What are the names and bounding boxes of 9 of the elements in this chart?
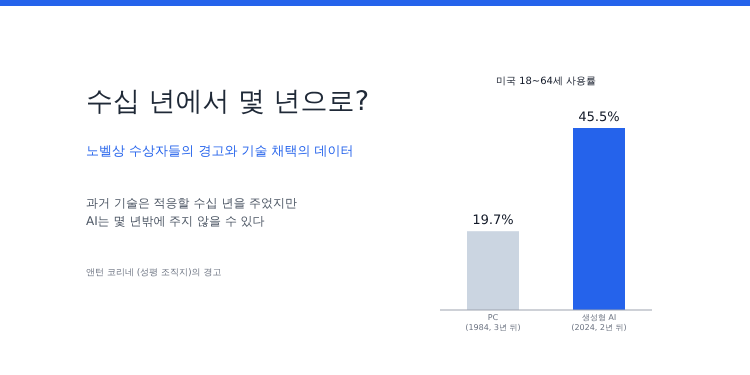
data-label: 45.5% [578, 110, 620, 125]
x-tick-label: 생성형 AI (2024, 2년 뒤) [571, 313, 627, 332]
x-tick-label: PC (1984, 3년 뒤) [465, 313, 521, 332]
data-label: 19.7% [472, 213, 514, 228]
text: 과거 기술은 적응할 수십 년을 주었지만 AI는 몇 년밖에 주지 않을 수 있다 [86, 196, 298, 228]
text: 앤턴 코리네 (성평 조직지)의 경고 [86, 268, 222, 278]
chart-title: 수십 년에서 몇 년으로? [86, 86, 370, 117]
text: 노벨상 수상자들의 경고와 기술 채택의 데이터 [86, 144, 354, 159]
y-axis-title: 미국 18~64세 사용률 [496, 76, 596, 87]
